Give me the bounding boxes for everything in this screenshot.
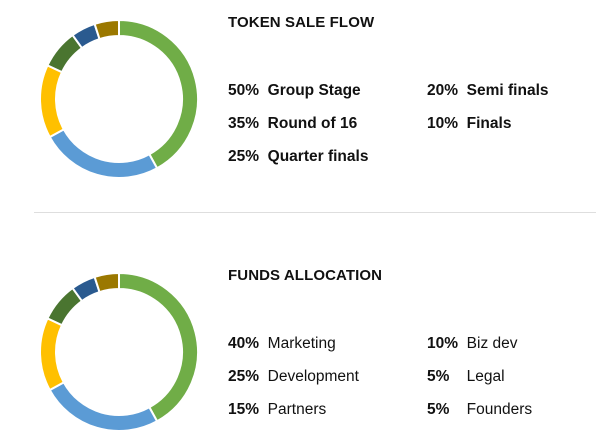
legend-percent: 50% [228, 82, 260, 99]
legend-label: Biz dev [466, 335, 518, 352]
legend-item: 25% Quarter finals [228, 148, 368, 166]
legend-spacer [259, 368, 268, 385]
legend-item: 20% Semi finals [427, 82, 549, 100]
legend-label: Round of 16 [267, 115, 358, 132]
legend-spacer [259, 401, 268, 418]
legend-percent: 10% [427, 335, 459, 352]
donut-segment-blue [48, 380, 159, 432]
legend-label: Marketing [267, 335, 336, 352]
legend-spacer [259, 335, 268, 352]
donut-segment-olive [93, 18, 120, 41]
legend-percent: 5% [427, 368, 450, 385]
legend-label: Group Stage [267, 82, 361, 99]
legend-percent: 20% [427, 82, 459, 99]
legend-percent: 40% [228, 335, 260, 352]
legend-percent: 35% [228, 115, 260, 132]
legend-percent: 25% [228, 368, 260, 385]
legend-item: 50% Group Stage [228, 82, 361, 100]
legend-percent: 25% [228, 148, 260, 165]
section-divider [34, 212, 596, 213]
donut-segment-olive [93, 271, 120, 294]
legend-item: 40% Marketing [228, 335, 336, 353]
donut-segment-green [118, 271, 199, 423]
legend-label: Finals [466, 115, 512, 132]
legend-item: 10% Finals [427, 115, 511, 133]
legend-label: Legal [466, 368, 505, 385]
legend-spacer [449, 368, 466, 385]
legend-item: 5% Founders [427, 401, 532, 419]
legend-spacer [458, 335, 467, 352]
legend-label: Partners [267, 401, 327, 418]
legend-label: Development [267, 368, 359, 385]
legend-percent: 10% [427, 115, 459, 132]
funds-allocation-donut-svg [39, 271, 199, 432]
legend-item: 15% Partners [228, 401, 326, 419]
funds-allocation-donut [38, 271, 200, 433]
funds-allocation-title: FUNDS ALLOCATION [228, 267, 383, 284]
token-sale-donut [38, 18, 200, 180]
token-sale-title: TOKEN SALE FLOW [228, 14, 375, 31]
legend-label: Founders [466, 401, 533, 418]
legend-item: 35% Round of 16 [228, 115, 357, 133]
legend-item: 25% Development [228, 368, 359, 386]
legend-item: 5% Legal [427, 368, 505, 386]
legend-label: Quarter finals [267, 148, 369, 165]
legend-label: Semi finals [466, 82, 549, 99]
legend-percent: 5% [427, 401, 450, 418]
donut-segment-yellow [39, 317, 66, 392]
legend-item: 10% Biz dev [427, 335, 518, 353]
legend-percent: 15% [228, 401, 260, 418]
token-sale-section: TOKEN SALE FLOW 50% Group Stage 35% Round… [0, 0, 615, 190]
token-sale-donut-svg [39, 18, 199, 179]
funds-allocation-section: FUNDS ALLOCATION 40% Marketing 25% Develo… [0, 0, 615, 432]
legend-spacer [449, 401, 466, 418]
